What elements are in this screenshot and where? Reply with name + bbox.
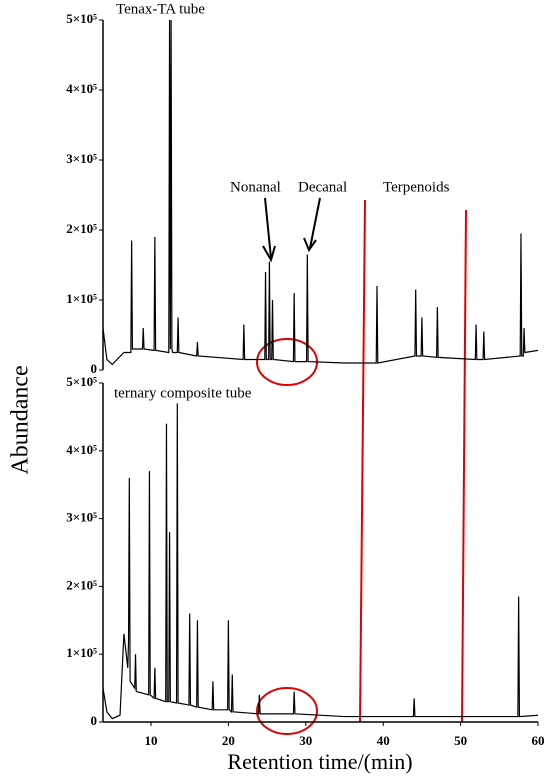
annotation: Terpenoids bbox=[383, 179, 450, 195]
y-tick-label: 2×10⁵ bbox=[66, 577, 97, 592]
y-tick-label: 5×10⁵ bbox=[66, 11, 97, 26]
y-tick-label: 0 bbox=[91, 713, 98, 728]
x-tick-label: 50 bbox=[454, 733, 467, 748]
y-tick-label: 4×10⁵ bbox=[66, 442, 97, 457]
y-axis-label: Abundance bbox=[8, 365, 34, 474]
y-tick-label: 2×10⁵ bbox=[66, 221, 97, 236]
arrows bbox=[262, 197, 321, 263]
x-tick-label: 10 bbox=[144, 733, 157, 748]
chromatogram-line bbox=[103, 403, 538, 720]
panel-label: ternary composite tube bbox=[114, 385, 252, 401]
x-tick-label: 20 bbox=[222, 733, 235, 748]
annotation: Decanal bbox=[298, 179, 347, 195]
annotation: Nonanal bbox=[230, 179, 281, 195]
y-tick-label: 3×10⁵ bbox=[66, 510, 97, 525]
x-tick-label: 60 bbox=[532, 733, 545, 748]
y-tick-label: 0 bbox=[91, 361, 98, 376]
y-tick-label: 1×10⁵ bbox=[66, 645, 97, 660]
chromatogram-line bbox=[103, 20, 538, 366]
x-axis-label: Retention time/(min) bbox=[227, 749, 412, 774]
x-tick-label: 40 bbox=[377, 733, 390, 748]
panel-label: Tenax-TA tube bbox=[116, 1, 205, 17]
y-tick-label: 3×10⁵ bbox=[66, 151, 97, 166]
y-tick-label: 4×10⁵ bbox=[66, 81, 97, 96]
x-tick-label: 30 bbox=[299, 733, 312, 748]
highlights bbox=[256, 199, 467, 735]
y-tick-label: 1×10⁵ bbox=[66, 291, 97, 306]
y-tick-label: 5×10⁵ bbox=[66, 374, 97, 389]
